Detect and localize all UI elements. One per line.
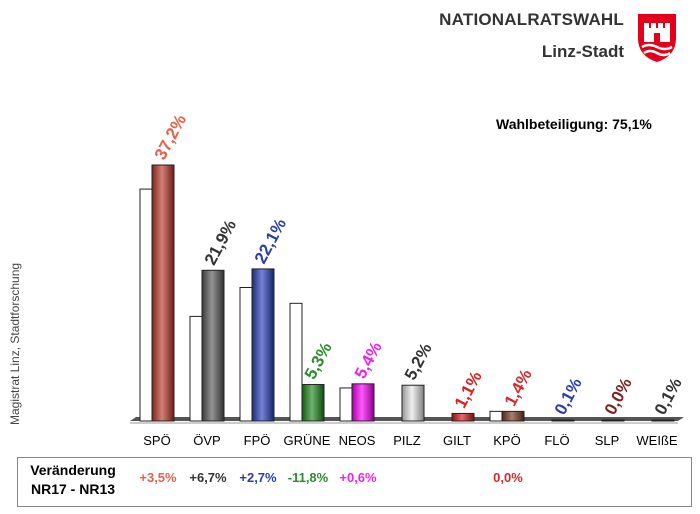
category-label-slp: SLP <box>595 433 620 448</box>
bar-övp <box>201 269 225 422</box>
previous-bar-övp <box>189 315 203 422</box>
change-value-fpö: +2,7% <box>239 470 277 485</box>
category-label-spö: SPÖ <box>143 433 170 448</box>
data-label-neos: 5,4% <box>351 339 386 382</box>
category-label-neos: NEOS <box>339 433 376 448</box>
change-value-kpö: 0,0% <box>493 470 523 485</box>
previous-bar-kpö <box>489 410 503 422</box>
data-label-kpö: 1,4% <box>501 366 536 409</box>
data-label-fpö: 22,1% <box>251 215 290 266</box>
category-label-grüne: GRÜNE <box>284 433 331 448</box>
category-label-fpö: FPÖ <box>244 433 271 448</box>
bar-kpö <box>501 410 525 422</box>
change-value-neos: +0,6% <box>339 470 377 485</box>
data-label-slp: 0,0% <box>601 375 636 418</box>
bar-gilt <box>451 412 475 422</box>
change-value-grüne: -11,8% <box>287 470 329 485</box>
bar-chart: 37,2% 21,9% 22,1% 5,3% 5,4% 5,2% 1,1% 1,4% 0,1% 0… <box>130 111 686 448</box>
bar-spö <box>151 164 175 422</box>
bar-neos <box>351 383 375 422</box>
data-label-övp: 21,9% <box>201 217 240 268</box>
bar-slp <box>601 419 625 422</box>
category-label-gilt: GILT <box>443 433 471 448</box>
previous-bar-spö <box>139 188 153 422</box>
previous-bar-neos <box>339 387 353 422</box>
data-label-weiße: 0,1% <box>651 375 686 418</box>
category-label-övp: ÖVP <box>193 433 220 448</box>
changes-table: Veränderung NR17 - NR13 +3,5% +6,7% +2,7% -… <box>17 457 692 507</box>
change-value-övp: +6,7% <box>189 470 227 485</box>
bar-pilz <box>401 384 425 422</box>
data-label-pilz: 5,2% <box>401 340 436 383</box>
coat-of-arms-icon <box>638 14 676 62</box>
data-label-grüne: 5,3% <box>301 339 336 382</box>
bar-flö <box>551 419 575 422</box>
bar-weiße <box>651 419 675 422</box>
previous-bar-fpö <box>239 286 253 422</box>
changes-label: Veränderung NR17 - NR13 <box>30 462 116 497</box>
category-label-pilz: PILZ <box>393 433 421 448</box>
bar-grüne <box>301 384 325 422</box>
change-value-spö: +3,5% <box>139 470 177 485</box>
page-title: NATIONALRATSWAHL <box>439 10 624 29</box>
data-label-gilt: 1,1% <box>451 368 486 411</box>
previous-bar-grüne <box>289 302 303 422</box>
data-label-flö: 0,1% <box>551 375 586 418</box>
category-label-flö: FLÖ <box>544 433 569 448</box>
turnout-label: Wahlbeteiligung: 75,1% <box>496 116 652 132</box>
category-label-kpö: KPÖ <box>493 433 520 448</box>
bar-fpö <box>251 268 275 422</box>
category-label-weiße: WEIßE <box>636 433 677 448</box>
header: NATIONALRATSWAHL Linz-Stadt <box>439 10 624 62</box>
page-subtitle: Linz-Stadt <box>541 42 624 61</box>
data-label-spö: 37,2% <box>151 111 190 162</box>
